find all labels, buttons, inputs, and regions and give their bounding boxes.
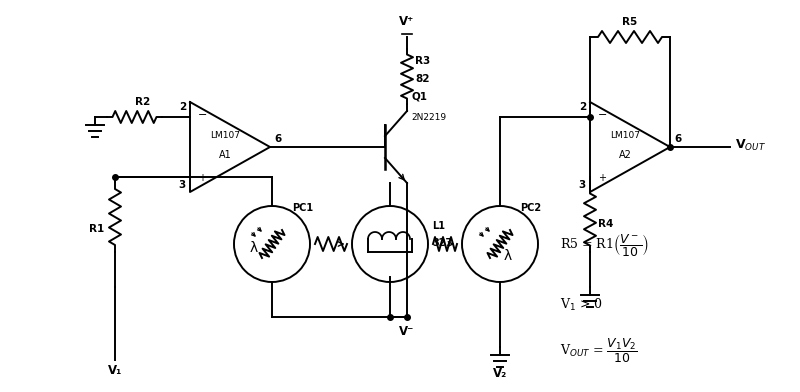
Text: L1: L1 [432,221,445,231]
Text: Q1: Q1 [412,91,428,101]
Text: R3: R3 [415,56,430,66]
Text: PC1: PC1 [292,203,313,213]
Text: LM107: LM107 [210,131,240,140]
Text: 82: 82 [415,74,430,84]
Text: 2: 2 [578,102,586,112]
Text: A1: A1 [218,150,231,160]
Text: +: + [198,173,206,183]
Text: 6: 6 [274,134,282,144]
Text: 2: 2 [178,102,186,112]
Text: PC2: PC2 [520,203,541,213]
Text: λ: λ [504,249,512,263]
Text: 2N2219: 2N2219 [411,113,446,122]
Text: R2: R2 [135,97,150,107]
Text: −: − [198,110,207,120]
Text: 3: 3 [178,180,186,190]
Text: R4: R4 [598,219,614,229]
Text: R5 = R1$\left(\dfrac{V^-}{10}\right)$: R5 = R1$\left(\dfrac{V^-}{10}\right)$ [560,232,649,258]
Text: V⁻: V⁻ [399,325,414,338]
Text: V$_1$ > 0: V$_1$ > 0 [560,297,602,313]
Text: LM107: LM107 [610,131,640,140]
Text: λ: λ [250,241,258,255]
Text: V$_{OUT}$: V$_{OUT}$ [735,138,766,152]
Text: 6: 6 [674,134,682,144]
Text: V₁: V₁ [108,364,122,377]
Text: −: − [598,110,607,120]
Text: V⁺: V⁺ [399,15,414,28]
Text: V$_{OUT}$ = $\dfrac{V_1 V_2}{10}$: V$_{OUT}$ = $\dfrac{V_1 V_2}{10}$ [560,337,638,365]
Text: 327: 327 [432,238,452,248]
Text: R5: R5 [622,17,638,27]
Text: V₂: V₂ [493,367,507,380]
Text: R1: R1 [90,224,105,234]
Text: +: + [598,173,606,183]
Text: 3: 3 [578,180,586,190]
Text: A2: A2 [618,150,631,160]
